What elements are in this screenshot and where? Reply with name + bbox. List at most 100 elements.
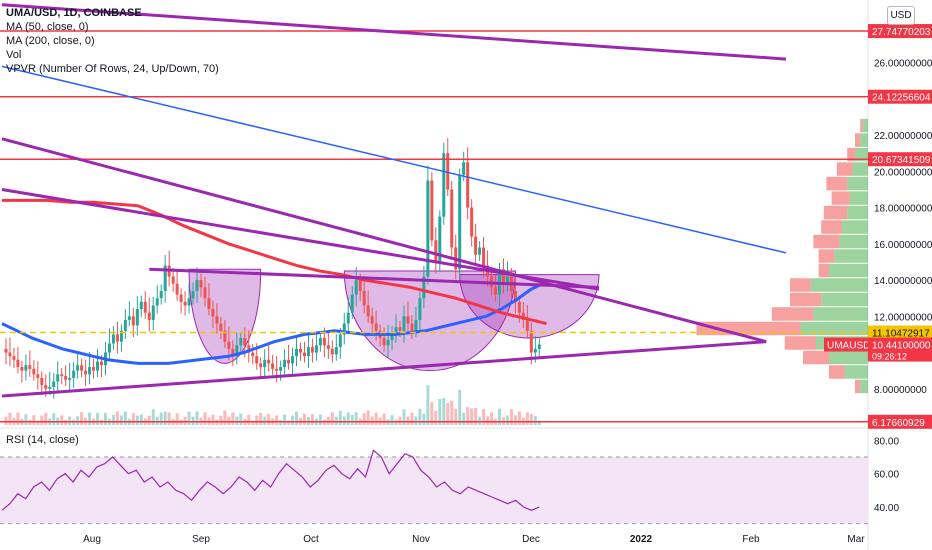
candle-body — [243, 338, 247, 346]
volume-bar — [211, 414, 215, 425]
volume-bar — [454, 408, 458, 425]
candle-body — [386, 339, 390, 346]
purple-trendline — [1, 188, 600, 291]
volume-bar — [318, 414, 322, 425]
candle-body — [64, 376, 68, 380]
volume-bar — [195, 411, 199, 425]
candle-body — [358, 280, 362, 291]
candle-body — [175, 283, 179, 295]
candle-body — [159, 290, 163, 299]
rsi-tick-label: 40.00 — [874, 503, 899, 514]
candle-body — [107, 343, 111, 353]
volume-bar — [119, 415, 123, 425]
volume-bar — [135, 415, 139, 425]
candle-body — [501, 269, 505, 284]
rsi-line-path — [1, 449, 540, 511]
volume-bar — [498, 408, 501, 425]
candle-body — [521, 312, 525, 320]
symbol-title[interactable]: UMA/USD, 1D, COINBASE — [6, 7, 142, 19]
volume-bar — [251, 420, 255, 425]
volume-bar — [414, 416, 418, 425]
volume-bar — [287, 420, 291, 425]
price-labels: 27.74770203 24.12256604 20.67341509 11.1047… — [824, 24, 932, 429]
volume-bar — [525, 412, 529, 425]
legend-rsi[interactable]: RSI (14, close) — [6, 434, 79, 446]
currency-button[interactable]: USD — [887, 6, 915, 25]
volume-bar — [474, 408, 478, 425]
vpvr-down-bar — [826, 176, 848, 191]
legend-ma200[interactable]: MA (200, close, 0) — [6, 35, 95, 47]
volume-bar — [422, 413, 426, 425]
candle-body — [203, 287, 207, 299]
legend-ma50[interactable]: MA (50, close, 0) — [6, 21, 89, 33]
candle-body — [131, 316, 135, 326]
candle-body — [430, 180, 434, 241]
volume-bar — [24, 414, 28, 425]
drawn-lines[interactable] — [0, 3, 868, 423]
time-tick-label: Aug — [83, 534, 101, 545]
volume-bar — [103, 412, 107, 425]
volume-bar — [88, 412, 92, 425]
price-tick-label: 22.00000000 — [874, 131, 932, 142]
volume-bar — [4, 416, 8, 425]
cup-shape — [188, 268, 262, 364]
time-tick-label: 2022 — [630, 534, 653, 545]
volume-bar — [342, 416, 346, 425]
price-tick-label: 20.00000000 — [874, 167, 932, 178]
candle-body — [111, 334, 115, 344]
candle-body — [72, 370, 76, 378]
candle-body — [147, 312, 151, 320]
volume-bar — [430, 402, 434, 425]
volume-bar — [370, 416, 374, 425]
volume-bar — [505, 415, 509, 425]
volume-bar — [509, 409, 513, 425]
candle-body — [390, 334, 394, 340]
candle-body — [414, 319, 418, 331]
price-tick-label: 16.00000000 — [874, 240, 932, 251]
vpvr-down-bar — [855, 379, 861, 394]
candle-body — [24, 365, 28, 371]
volume-bar — [259, 412, 263, 425]
candle-body — [306, 347, 310, 357]
level-label: 24.12256604 — [872, 93, 931, 104]
vpvr-down-bar — [771, 307, 814, 321]
volume-bar — [291, 415, 295, 425]
volume-bar — [406, 416, 410, 425]
candle-body — [533, 348, 537, 353]
candle-body — [474, 236, 478, 255]
volume-bar — [513, 415, 517, 425]
volume-bar — [231, 412, 235, 425]
volume-bar — [123, 411, 127, 425]
candle-body — [314, 345, 318, 353]
candle-body — [171, 276, 175, 284]
volume-bar — [418, 408, 422, 425]
volume-bar — [310, 414, 314, 425]
candle-body — [334, 347, 338, 355]
candle-body — [223, 330, 227, 342]
legend-vpvr[interactable]: VPVR (Number Of Rows, 24, Up/Down, 70) — [6, 63, 219, 75]
vpvr-up-bar — [821, 292, 868, 307]
candle-body — [350, 294, 354, 313]
vpvr-down-bar — [855, 133, 861, 147]
volume-bar — [263, 416, 267, 425]
candle-body — [80, 365, 84, 371]
volume-bar — [390, 415, 394, 425]
vpvr-down-bar — [847, 147, 855, 162]
candle-body — [92, 367, 96, 371]
volume-bar — [537, 420, 541, 425]
purple-trendline — [1, 137, 767, 344]
volume-bar — [470, 408, 474, 425]
volume-bar — [219, 415, 223, 425]
volume-bar — [350, 415, 354, 425]
candle-body — [322, 338, 326, 346]
candle-body — [310, 347, 314, 353]
volume-bar — [529, 413, 533, 425]
candle-body — [139, 301, 143, 310]
volume-bar — [96, 413, 100, 425]
candle-body — [44, 385, 48, 389]
volume-bar — [462, 412, 466, 425]
candle-body — [370, 316, 374, 324]
legend-vol[interactable]: Vol — [6, 49, 22, 61]
candle-body — [402, 316, 406, 331]
